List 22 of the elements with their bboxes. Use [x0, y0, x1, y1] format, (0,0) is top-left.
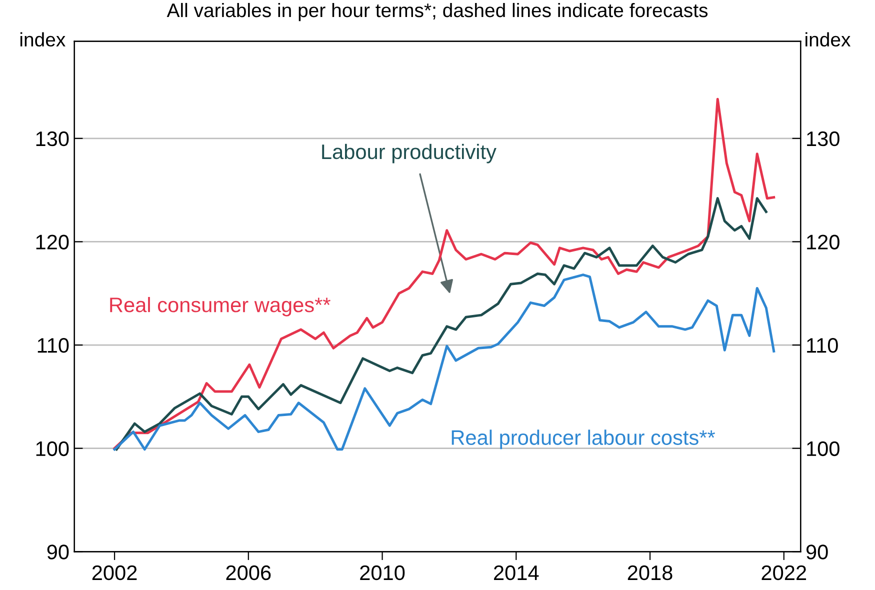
x-tick-label: 2022 — [762, 565, 806, 580]
y-tick-label: 110 — [38, 338, 69, 353]
x-tick-label: 2006 — [226, 565, 271, 580]
y2-axis-title: index — [806, 32, 851, 47]
x-tick-label: 2002 — [92, 565, 137, 580]
x-tick-label: 2010 — [360, 565, 405, 580]
y2-tick-label: 110 — [807, 338, 838, 353]
text: Labour productivity — [322, 144, 496, 164]
y2-tick-label: 100 — [807, 441, 840, 456]
y2-tick-label: 120 — [807, 234, 840, 250]
y-tick-label: 130 — [36, 131, 69, 146]
y-tick-label: 120 — [36, 234, 69, 250]
series-label: Real consumer wages** — [110, 296, 330, 316]
chart-title: All variables in per hour terms*; dashed lines indicate forecasts — [166, 2, 708, 22]
series-label: Real producer labour costs** — [452, 430, 716, 450]
y2-tick-label: 90 — [806, 544, 828, 560]
y-tick-label: 90 — [47, 544, 69, 560]
x-tick-label: 2018 — [628, 565, 672, 580]
y2-tick-label: 130 — [807, 131, 840, 146]
y-axis-title: index — [20, 32, 66, 47]
y-tick-label: 100 — [36, 441, 69, 456]
x-tick-label: 2014 — [494, 565, 539, 580]
